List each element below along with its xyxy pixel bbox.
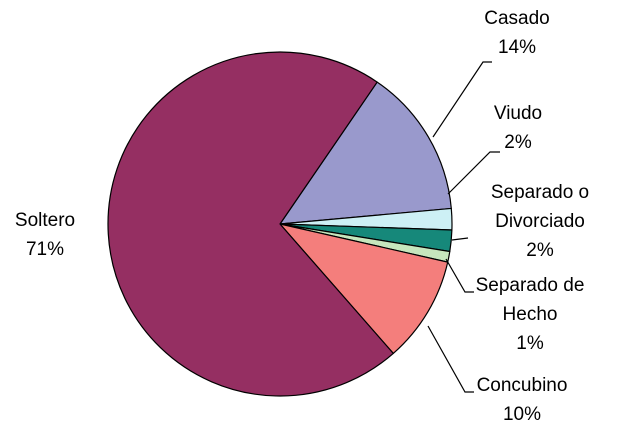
leader-line	[451, 237, 469, 241]
slice-label: Separado de Hecho 1%	[473, 271, 588, 358]
slice-value: 14%	[497, 37, 537, 58]
slice-value: 10%	[502, 404, 542, 425]
slice-name: Separado o Divorciado	[490, 182, 590, 232]
slice-name: Viudo	[493, 103, 543, 124]
slice-value: 1%	[516, 333, 544, 354]
slice-label: Casado 14%	[467, 4, 567, 62]
slice-label: Viudo 2%	[468, 99, 568, 157]
leader-line	[427, 325, 474, 393]
slice-value: 71%	[25, 239, 65, 260]
slice-name: Concubino	[476, 375, 568, 396]
slice-label: Concubino 10%	[462, 371, 582, 429]
slice-value: 2%	[504, 132, 532, 153]
pie-slice	[279, 81, 452, 225]
slice-label: Separado o Divorciado 2%	[468, 178, 613, 265]
pie-slice	[279, 223, 449, 355]
leader-line	[445, 258, 474, 293]
pie-slice	[107, 51, 394, 397]
slice-label: Soltero 71%	[0, 206, 90, 264]
leader-line	[447, 151, 500, 195]
slice-name: Separado de Hecho	[475, 275, 585, 325]
slice-name: Casado	[484, 8, 550, 29]
slice-name: Soltero	[14, 210, 76, 231]
leader-line	[432, 61, 492, 138]
slice-value: 2%	[526, 240, 554, 261]
